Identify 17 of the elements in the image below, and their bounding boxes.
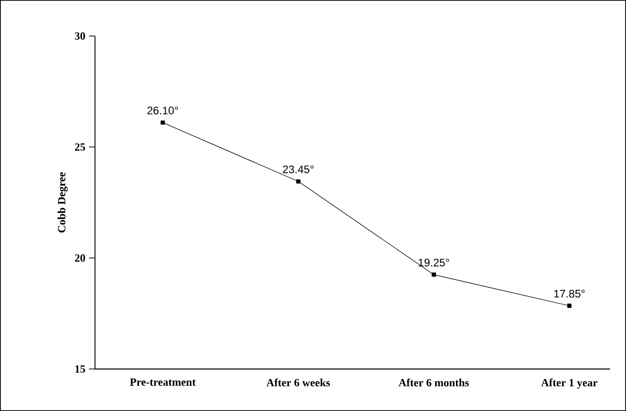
y-tick-label: 15 bbox=[75, 365, 86, 373]
x-tick-label: After 6 weeks bbox=[266, 378, 330, 386]
text: 26.10° bbox=[147, 106, 178, 114]
text: 17.85° bbox=[554, 290, 585, 298]
y-tick-label: 25 bbox=[74, 143, 86, 151]
x-tick-label: After 1 year bbox=[541, 378, 598, 389]
point bbox=[296, 179, 300, 184]
y-axis-title: Cobb Degree bbox=[58, 172, 68, 232]
point bbox=[160, 120, 165, 125]
text: 23.45° bbox=[282, 165, 314, 174]
point bbox=[432, 272, 436, 277]
text: 19.25° bbox=[418, 258, 450, 266]
x-tick-label: After 6 months bbox=[398, 378, 469, 386]
y-tick-label: 30 bbox=[74, 32, 86, 40]
point bbox=[567, 304, 572, 308]
x-tick-label: Pre-treatment bbox=[130, 378, 196, 386]
y-tick-label: 20 bbox=[74, 254, 86, 262]
